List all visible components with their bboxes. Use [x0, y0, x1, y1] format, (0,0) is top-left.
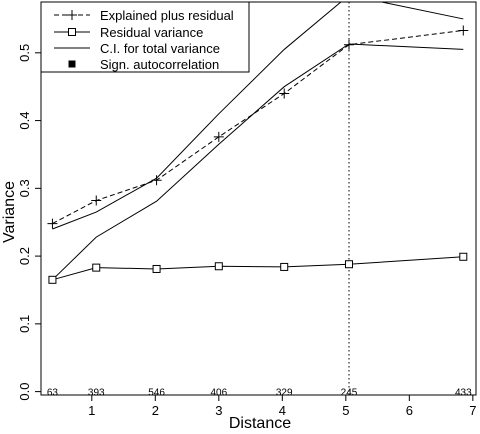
legend-filled-square: [68, 60, 76, 68]
legend-plus-marker: [67, 10, 77, 20]
x-tick-label: 7: [469, 403, 476, 418]
series-line-3: [52, 43, 464, 281]
x-axis-label: Distance: [229, 415, 291, 432]
square-marker: [152, 264, 161, 273]
plus-marker: [279, 88, 290, 99]
plus-marker: [91, 195, 102, 206]
x-tick-label: 5: [342, 403, 349, 418]
x-tick-label: 2: [152, 403, 159, 418]
legend-entry: Residual variance: [100, 25, 203, 40]
count-label: 63: [47, 388, 59, 399]
y-tick-label: 0.0: [17, 383, 32, 401]
legend-entry: Sign. autocorrelation: [100, 57, 219, 72]
series-markers: [47, 25, 469, 284]
x-tick-label: 3: [215, 403, 222, 418]
count-label: 433: [455, 388, 472, 399]
series-line-1: [52, 256, 464, 281]
plus-marker: [458, 25, 469, 36]
y-tick-label: 0.5: [17, 44, 32, 62]
x-tick-label: 4: [279, 403, 286, 418]
legend-entry: Explained plus residual: [100, 8, 234, 23]
count-label: 406: [210, 388, 227, 399]
y-tick-label: 0.3: [17, 179, 32, 197]
count-label: 546: [148, 388, 165, 399]
square-marker: [48, 275, 57, 284]
x-tick-label: 1: [88, 403, 95, 418]
legend-entry: C.I. for total variance: [100, 41, 220, 56]
plus-marker: [151, 175, 162, 186]
count-label: 393: [88, 388, 105, 399]
square-marker: [459, 252, 468, 261]
count-label: 245: [341, 388, 358, 399]
count-label: 329: [276, 388, 293, 399]
y-tick-label: 0.4: [17, 112, 32, 130]
x-tick-label: 6: [406, 403, 413, 418]
series-line-2: [52, 2, 464, 230]
legend-box: [40, 1, 250, 73]
square-marker: [344, 260, 353, 269]
legend: Explained plus residual Residual variance…: [40, 1, 250, 73]
plus-marker: [47, 218, 58, 229]
plot-frame: [40, 1, 477, 396]
y-axis-label: Variance: [1, 181, 18, 243]
square-marker: [92, 263, 101, 272]
y-tick-label: 0.1: [17, 315, 32, 333]
axes: 1 2 3 4 5 6 7 0.0 0.1 0.2 0.3 0.4 0.5: [17, 1, 477, 418]
plus-marker: [343, 39, 354, 50]
y-tick-label: 0.2: [17, 247, 32, 265]
legend-square-marker: [68, 28, 76, 36]
plus-marker: [213, 131, 224, 142]
square-marker: [280, 262, 289, 271]
count-labels: 63 393 546 406 329 245 433: [47, 388, 472, 399]
square-marker: [214, 262, 223, 271]
